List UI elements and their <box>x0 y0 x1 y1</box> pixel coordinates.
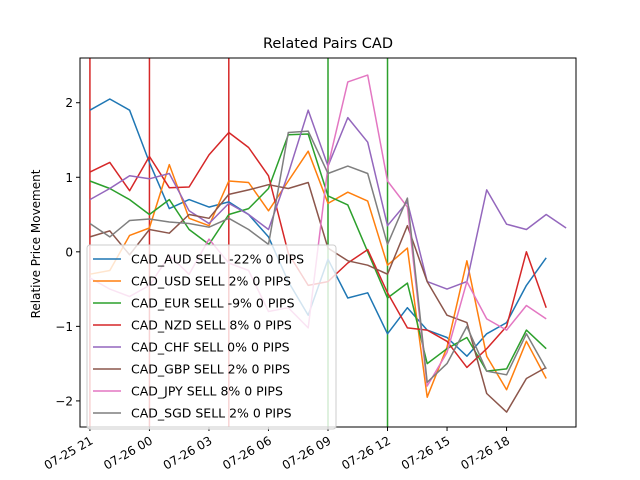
legend-label-7: CAD_SGD SELL 2% 0 PIPS <box>131 406 292 421</box>
series-line-2 <box>89 133 547 372</box>
legend-label-0: CAD_AUD SELL -22% 0 PIPS <box>131 252 304 267</box>
y-tick-label-3: 1 <box>65 171 73 185</box>
y-axis-label: Relative Price Movement <box>29 169 43 318</box>
legend-label-1: CAD_USD SELL 2% 0 PIPS <box>131 274 291 289</box>
y-axis-ticks: −2 −1 0 1 2 <box>55 96 80 408</box>
legend-label-3: CAD_NZD SELL 8% 0 PIPS <box>131 318 292 333</box>
series-line-1 <box>89 150 547 398</box>
legend-label-4: CAD_CHF SELL 0% 0 PIPS <box>131 340 290 355</box>
y-tick-label-2: 0 <box>65 245 73 259</box>
legend-box <box>86 244 337 430</box>
legend-label-5: CAD_GBP SELL 2% 0 PIPS <box>131 362 290 377</box>
legend-label-6: CAD_JPY SELL 8% 0 PIPS <box>131 384 283 399</box>
series-line-7 <box>89 130 547 384</box>
chart-title: Related Pairs CAD <box>263 36 393 52</box>
y-tick-label-0: −2 <box>55 394 73 408</box>
legend: CAD_AUD SELL -22% 0 PIPS CAD_USD SELL 2% … <box>86 244 337 430</box>
y-tick-label-1: −1 <box>55 320 73 334</box>
legend-label-2: CAD_EUR SELL -9% 0 PIPS <box>131 296 295 311</box>
y-tick-label-4: 2 <box>65 96 73 110</box>
